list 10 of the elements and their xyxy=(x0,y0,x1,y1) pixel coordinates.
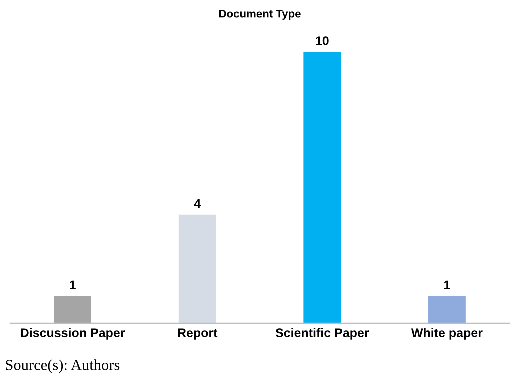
x-tick-label: White paper xyxy=(411,328,483,340)
x-tick-label: Report xyxy=(178,328,218,340)
data-label: 1 xyxy=(444,280,450,290)
data-label: 1 xyxy=(70,280,76,290)
x-tick-label: Discussion Paper xyxy=(21,328,126,340)
source-note: Source(s): Authors xyxy=(6,360,120,374)
x-tick-label: Scientific Paper xyxy=(276,328,370,340)
data-label: 10 xyxy=(316,36,329,46)
chart-title: Document Type xyxy=(219,10,301,20)
data-label: 4 xyxy=(194,200,202,208)
